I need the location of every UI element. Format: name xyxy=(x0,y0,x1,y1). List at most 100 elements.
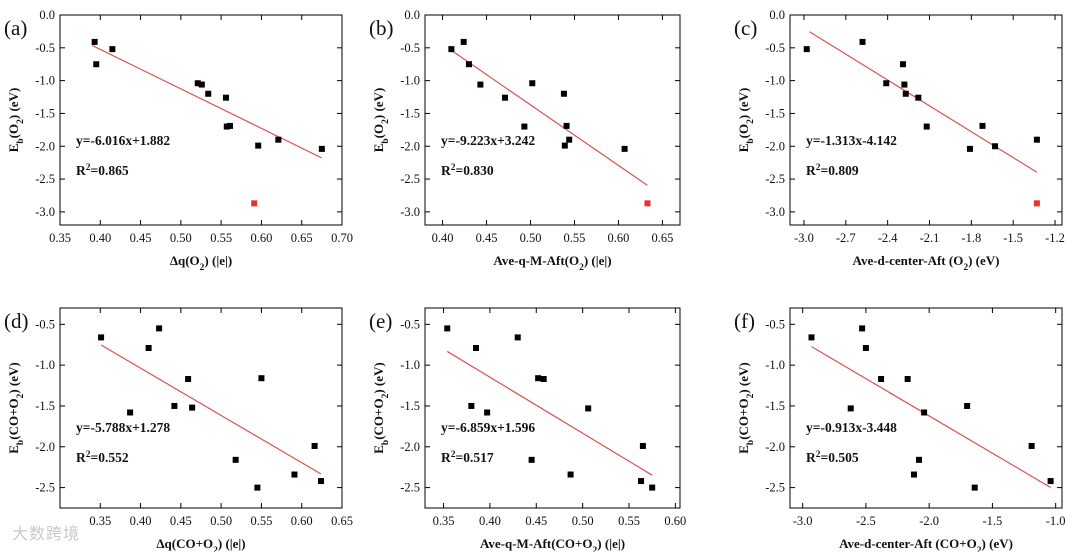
data-point xyxy=(318,145,325,152)
x-tick-label: 0.60 xyxy=(250,231,272,245)
data-point xyxy=(649,484,656,491)
x-tick-label: 0.60 xyxy=(291,514,313,528)
data-point xyxy=(560,90,567,97)
data-point xyxy=(915,94,922,101)
data-point xyxy=(156,325,163,332)
panel-letter: (c) xyxy=(734,16,757,40)
x-tick-label: 0.55 xyxy=(564,231,586,245)
plot-frame xyxy=(789,307,1063,509)
r-squared: R2=0.552 xyxy=(76,450,129,465)
data-point xyxy=(254,484,261,491)
x-tick-label: -1.0 xyxy=(1046,514,1066,528)
data-point xyxy=(563,122,570,129)
plot-frame xyxy=(424,14,681,226)
x-axis-label: Ave-d-center-Aft (CO+O2) (eV) xyxy=(839,536,1013,552)
panel-letter: (f) xyxy=(734,309,755,333)
x-tick-label: -1.2 xyxy=(1045,231,1065,245)
x-tick-label: 0.40 xyxy=(130,514,152,528)
y-tick-label: -2.5 xyxy=(35,172,55,186)
data-point xyxy=(189,404,196,411)
chart-panel-a: 0.35 0.40 0.45 0.50 0.55 0.60 0.65 0.70 0.0 -0.5 -… xyxy=(4,8,353,273)
data-point xyxy=(901,81,908,88)
x-axis-label: Ave-q-M-Aft(CO+O2) (|e|) xyxy=(480,536,625,552)
y-tick-label: -2.0 xyxy=(400,139,420,153)
x-tick-label: 0.35 xyxy=(49,231,71,245)
data-point xyxy=(205,90,212,97)
x-tick-label: -1.8 xyxy=(961,231,981,245)
data-point xyxy=(638,478,645,485)
x-tick-label: -3.0 xyxy=(794,231,814,245)
x-axis-label: Ave-q-M-Aft(O2) (|e|) xyxy=(493,253,611,273)
x-tick-label: 0.45 xyxy=(525,514,547,528)
fit-equation: y=-9.223x+3.242 xyxy=(441,133,535,148)
y-tick-label: -1.5 xyxy=(35,399,55,413)
data-point xyxy=(979,122,986,129)
data-point xyxy=(468,402,475,409)
plot-frame xyxy=(424,307,681,509)
y-tick-label: -0.5 xyxy=(765,41,785,55)
data-point xyxy=(127,409,134,416)
data-point xyxy=(567,471,574,478)
data-point xyxy=(639,442,646,449)
fit-line xyxy=(446,350,653,476)
y-axis-label: Eb(CO+O2) (eV) xyxy=(6,362,26,453)
data-point xyxy=(171,402,178,409)
panel-letter: (e) xyxy=(369,309,392,333)
data-point xyxy=(971,484,978,491)
fit-line xyxy=(451,49,648,186)
data-point xyxy=(318,478,325,485)
x-tick-label: -2.4 xyxy=(878,231,899,245)
fit-equation: y=-0.913x-3.448 xyxy=(806,420,897,435)
data-point xyxy=(902,90,909,97)
y-tick-label: -0.5 xyxy=(35,317,55,331)
data-point xyxy=(223,123,230,130)
fit-line xyxy=(91,44,323,159)
r-squared: R2=0.865 xyxy=(76,163,129,178)
x-tick-label: -1.5 xyxy=(983,514,1003,528)
chart-panel-b: 0.40 0.45 0.50 0.55 0.60 0.65 0.0 -0.5 -1.0 -1.5 -… xyxy=(369,8,681,273)
y-tick-label: -3.0 xyxy=(35,205,55,219)
y-tick-label: -0.5 xyxy=(765,317,785,331)
data-point xyxy=(540,376,547,383)
x-tick-label: 0.45 xyxy=(170,514,192,528)
data-point xyxy=(477,81,484,88)
y-tick-label: 0.0 xyxy=(39,8,55,22)
data-point xyxy=(93,61,100,68)
x-tick-label: 0.70 xyxy=(331,231,353,245)
x-tick-label: -2.7 xyxy=(836,231,856,245)
data-point xyxy=(227,122,234,129)
data-point xyxy=(921,409,928,416)
x-tick-label: 0.40 xyxy=(479,514,501,528)
y-tick-label: -1.5 xyxy=(400,106,420,120)
fit-equation: y=-6.859x+1.596 xyxy=(441,420,535,435)
r-squared: R2=0.830 xyxy=(441,163,494,178)
x-tick-label: 0.40 xyxy=(89,231,111,245)
data-point xyxy=(803,46,810,53)
data-point xyxy=(194,80,201,87)
fit-line xyxy=(811,346,1051,488)
y-tick-label: -0.5 xyxy=(400,41,420,55)
y-tick-label: -2.0 xyxy=(35,440,55,454)
data-point xyxy=(859,325,866,332)
y-tick-label: -1.5 xyxy=(400,399,420,413)
y-tick-label: -2.5 xyxy=(765,481,785,495)
panel-letter: (a) xyxy=(4,16,27,40)
y-axis-label: Eb(O2) (eV) xyxy=(6,88,26,153)
y-tick-label: -2.5 xyxy=(400,172,420,186)
data-point xyxy=(585,405,592,412)
y-tick-label: -1.0 xyxy=(35,358,55,372)
watermark: 大数跨境 xyxy=(12,524,81,543)
y-tick-label: -1.0 xyxy=(765,358,785,372)
x-tick-label: 0.40 xyxy=(432,231,454,245)
data-point xyxy=(91,38,98,45)
y-tick-label: -2.5 xyxy=(35,481,55,495)
plot-frame xyxy=(789,14,1063,226)
y-tick-label: -1.5 xyxy=(765,399,785,413)
y-tick-label: -2.0 xyxy=(765,139,785,153)
x-tick-label: -3.0 xyxy=(793,514,813,528)
x-axis-label: Δq(CO+O2) (|e|) xyxy=(156,536,245,552)
data-point xyxy=(992,143,999,150)
data-point xyxy=(448,46,455,53)
y-tick-label: -1.0 xyxy=(765,74,785,88)
x-tick-label: -1.5 xyxy=(1003,231,1023,245)
